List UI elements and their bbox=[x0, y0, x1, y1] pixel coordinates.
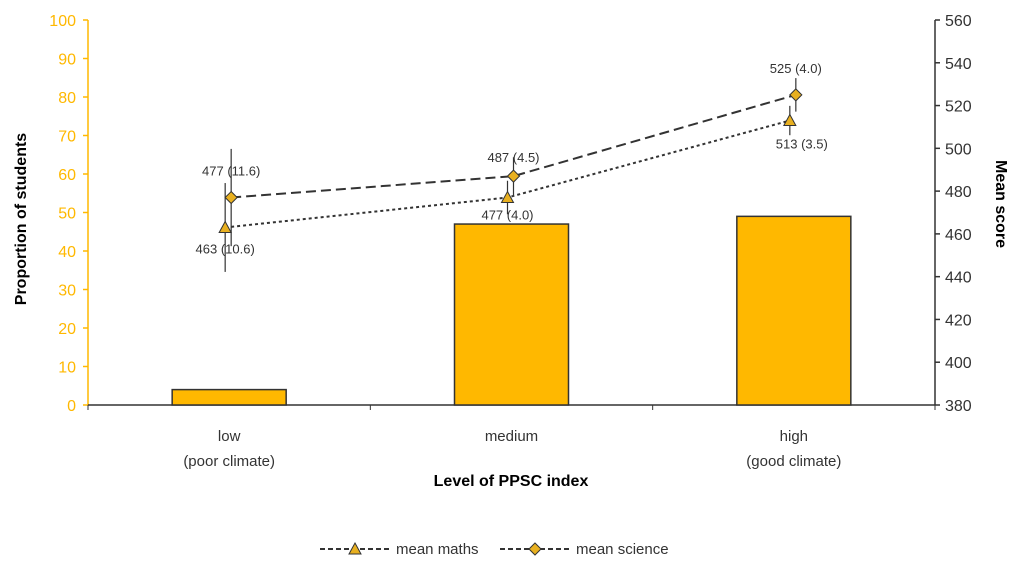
labels-layer: 463 (10.6) 477 (4.0) 513 (3.5) 477 (11.6) 48… bbox=[196, 61, 828, 257]
bar bbox=[736, 215, 852, 406]
science-point bbox=[224, 190, 238, 205]
lines-layer bbox=[218, 78, 803, 272]
legend-maths-label: mean maths bbox=[396, 541, 479, 558]
left-tick-label: 90 bbox=[58, 52, 76, 69]
category-label: medium bbox=[485, 428, 538, 445]
maths-point bbox=[782, 113, 797, 127]
maths-data-label: 463 (10.6) bbox=[196, 241, 255, 256]
category-sublabel: (poor climate) bbox=[183, 453, 275, 470]
legend: mean maths mean science bbox=[320, 541, 669, 558]
science-data-label: 477 (11.6) bbox=[202, 164, 260, 179]
maths-point bbox=[218, 220, 233, 233]
right-tick-label: 420 bbox=[945, 312, 972, 329]
maths-point bbox=[500, 190, 515, 204]
right-tick-label: 560 bbox=[945, 13, 972, 30]
bar bbox=[453, 223, 570, 406]
science-data-label: 487 (4.5) bbox=[487, 150, 539, 165]
category-label: high bbox=[780, 428, 808, 445]
legend-maths-triangle-icon bbox=[348, 541, 362, 555]
left-tick-label: 30 bbox=[58, 283, 76, 300]
left-tick-label: 100 bbox=[49, 13, 76, 30]
maths-data-label: 477 (4.0) bbox=[481, 208, 533, 223]
legend-science-label: mean science bbox=[576, 541, 669, 558]
left-tick-label: 20 bbox=[58, 321, 76, 338]
right-tick-label: 540 bbox=[945, 56, 972, 73]
left-tick-label: 80 bbox=[58, 90, 76, 107]
science-point bbox=[789, 88, 803, 102]
left-axis-title: Proportion of students bbox=[13, 133, 30, 306]
left-tick-label: 0 bbox=[67, 398, 76, 415]
science-data-label: 525 (4.0) bbox=[770, 61, 822, 76]
bars-layer bbox=[171, 215, 852, 406]
maths-data-label: 513 (3.5) bbox=[776, 137, 828, 152]
legend-item-maths: mean maths bbox=[320, 541, 479, 558]
category-sublabel: (good climate) bbox=[746, 453, 841, 470]
right-tick-label: 380 bbox=[945, 398, 972, 415]
left-tick-label: 40 bbox=[58, 244, 76, 261]
right-tick-label: 520 bbox=[945, 99, 972, 116]
right-tick-label: 400 bbox=[945, 355, 972, 372]
left-tick-label: 10 bbox=[58, 360, 76, 377]
category-label: low bbox=[218, 428, 241, 445]
right-tick-label: 440 bbox=[945, 270, 972, 287]
right-tick-label: 460 bbox=[945, 227, 972, 244]
axes-layer: 0 10 20 30 40 50 60 70 80 90 100 380 400 420 440 460 480… bbox=[49, 13, 972, 470]
right-tick-label: 480 bbox=[945, 184, 972, 201]
science-point bbox=[506, 169, 521, 183]
left-tick-label: 70 bbox=[58, 129, 76, 146]
series-line-science bbox=[231, 93, 797, 199]
right-axis-title: Mean score bbox=[992, 160, 1009, 248]
legend-science-diamond-icon bbox=[528, 542, 542, 556]
left-tick-label: 60 bbox=[58, 167, 76, 184]
legend-item-science: mean science bbox=[500, 541, 669, 558]
right-tick-label: 500 bbox=[945, 141, 972, 158]
left-tick-label: 50 bbox=[58, 206, 76, 223]
bar bbox=[171, 388, 287, 406]
x-axis-title: Level of PPSC index bbox=[434, 473, 589, 490]
